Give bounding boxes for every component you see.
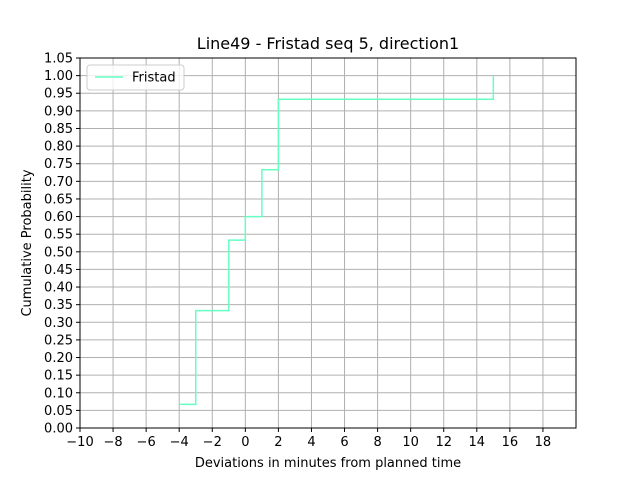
x-tick-label: −2 bbox=[203, 435, 222, 450]
legend-entry-label: Fristad bbox=[132, 71, 176, 86]
y-tick-label: 0.00 bbox=[44, 422, 73, 437]
y-tick-label: 0.50 bbox=[44, 245, 73, 260]
y-tick-label: 0.85 bbox=[44, 122, 73, 137]
y-tick-label: 0.45 bbox=[44, 263, 73, 278]
chart-title: Line49 - Fristad seq 5, direction1 bbox=[197, 34, 459, 53]
x-tick-label: 6 bbox=[340, 435, 348, 450]
y-tick-label: 0.05 bbox=[44, 404, 73, 419]
y-tick-label: 0.75 bbox=[44, 157, 73, 172]
x-tick-label: 0 bbox=[241, 435, 249, 450]
y-tick-label: 0.35 bbox=[44, 298, 73, 313]
y-axis-label: Cumulative Probability bbox=[20, 169, 35, 316]
y-tick-label: 0.65 bbox=[44, 192, 73, 207]
x-tick-label: −6 bbox=[137, 435, 156, 450]
y-tick-label: 0.40 bbox=[44, 281, 73, 296]
x-axis-label: Deviations in minutes from planned time bbox=[195, 456, 461, 471]
y-tick-label: 1.00 bbox=[44, 69, 73, 84]
y-tick-label: 0.55 bbox=[44, 228, 73, 243]
plot-frame bbox=[79, 57, 577, 429]
y-tick-label: 0.95 bbox=[44, 87, 73, 102]
y-tick-label: 0.90 bbox=[44, 104, 73, 119]
x-tick-label: 16 bbox=[502, 435, 519, 450]
y-tick-label: 0.25 bbox=[44, 333, 73, 348]
x-axis: −10 −8 −6 −4 −2 0 2 4 6 8 10 12 14 16 18 bbox=[66, 428, 551, 450]
x-tick-label: 4 bbox=[307, 435, 315, 450]
series-layer bbox=[179, 75, 495, 406]
x-tick-label: 2 bbox=[274, 435, 282, 450]
y-axis: 0.00 0.05 0.10 0.15 0.20 0.25 0.30 0.35 0.40 0.45… bbox=[44, 52, 80, 437]
y-tick-label: 0.20 bbox=[44, 351, 73, 366]
y-tick-label: 0.70 bbox=[44, 175, 73, 190]
grid-lines bbox=[79, 57, 576, 429]
x-tick-label: 12 bbox=[435, 435, 452, 450]
y-tick-label: 0.15 bbox=[44, 369, 73, 384]
y-tick-label: 0.10 bbox=[44, 386, 73, 401]
x-tick-label: −10 bbox=[66, 435, 93, 450]
x-tick-label: −4 bbox=[170, 435, 189, 450]
legend-box bbox=[86, 64, 185, 91]
y-tick-label: 0.80 bbox=[44, 140, 73, 155]
x-tick-label: 14 bbox=[469, 435, 486, 450]
y-tick-label: 0.60 bbox=[44, 210, 73, 225]
x-tick-label: 18 bbox=[535, 435, 552, 450]
x-tick-label: 8 bbox=[373, 435, 381, 450]
legend: Fristad bbox=[86, 64, 185, 91]
y-tick-label: 1.05 bbox=[44, 52, 73, 67]
x-tick-label: −8 bbox=[103, 435, 122, 450]
y-tick-label: 0.30 bbox=[44, 316, 73, 331]
series-line-0 bbox=[179, 75, 495, 406]
x-tick-label: 10 bbox=[402, 435, 419, 450]
